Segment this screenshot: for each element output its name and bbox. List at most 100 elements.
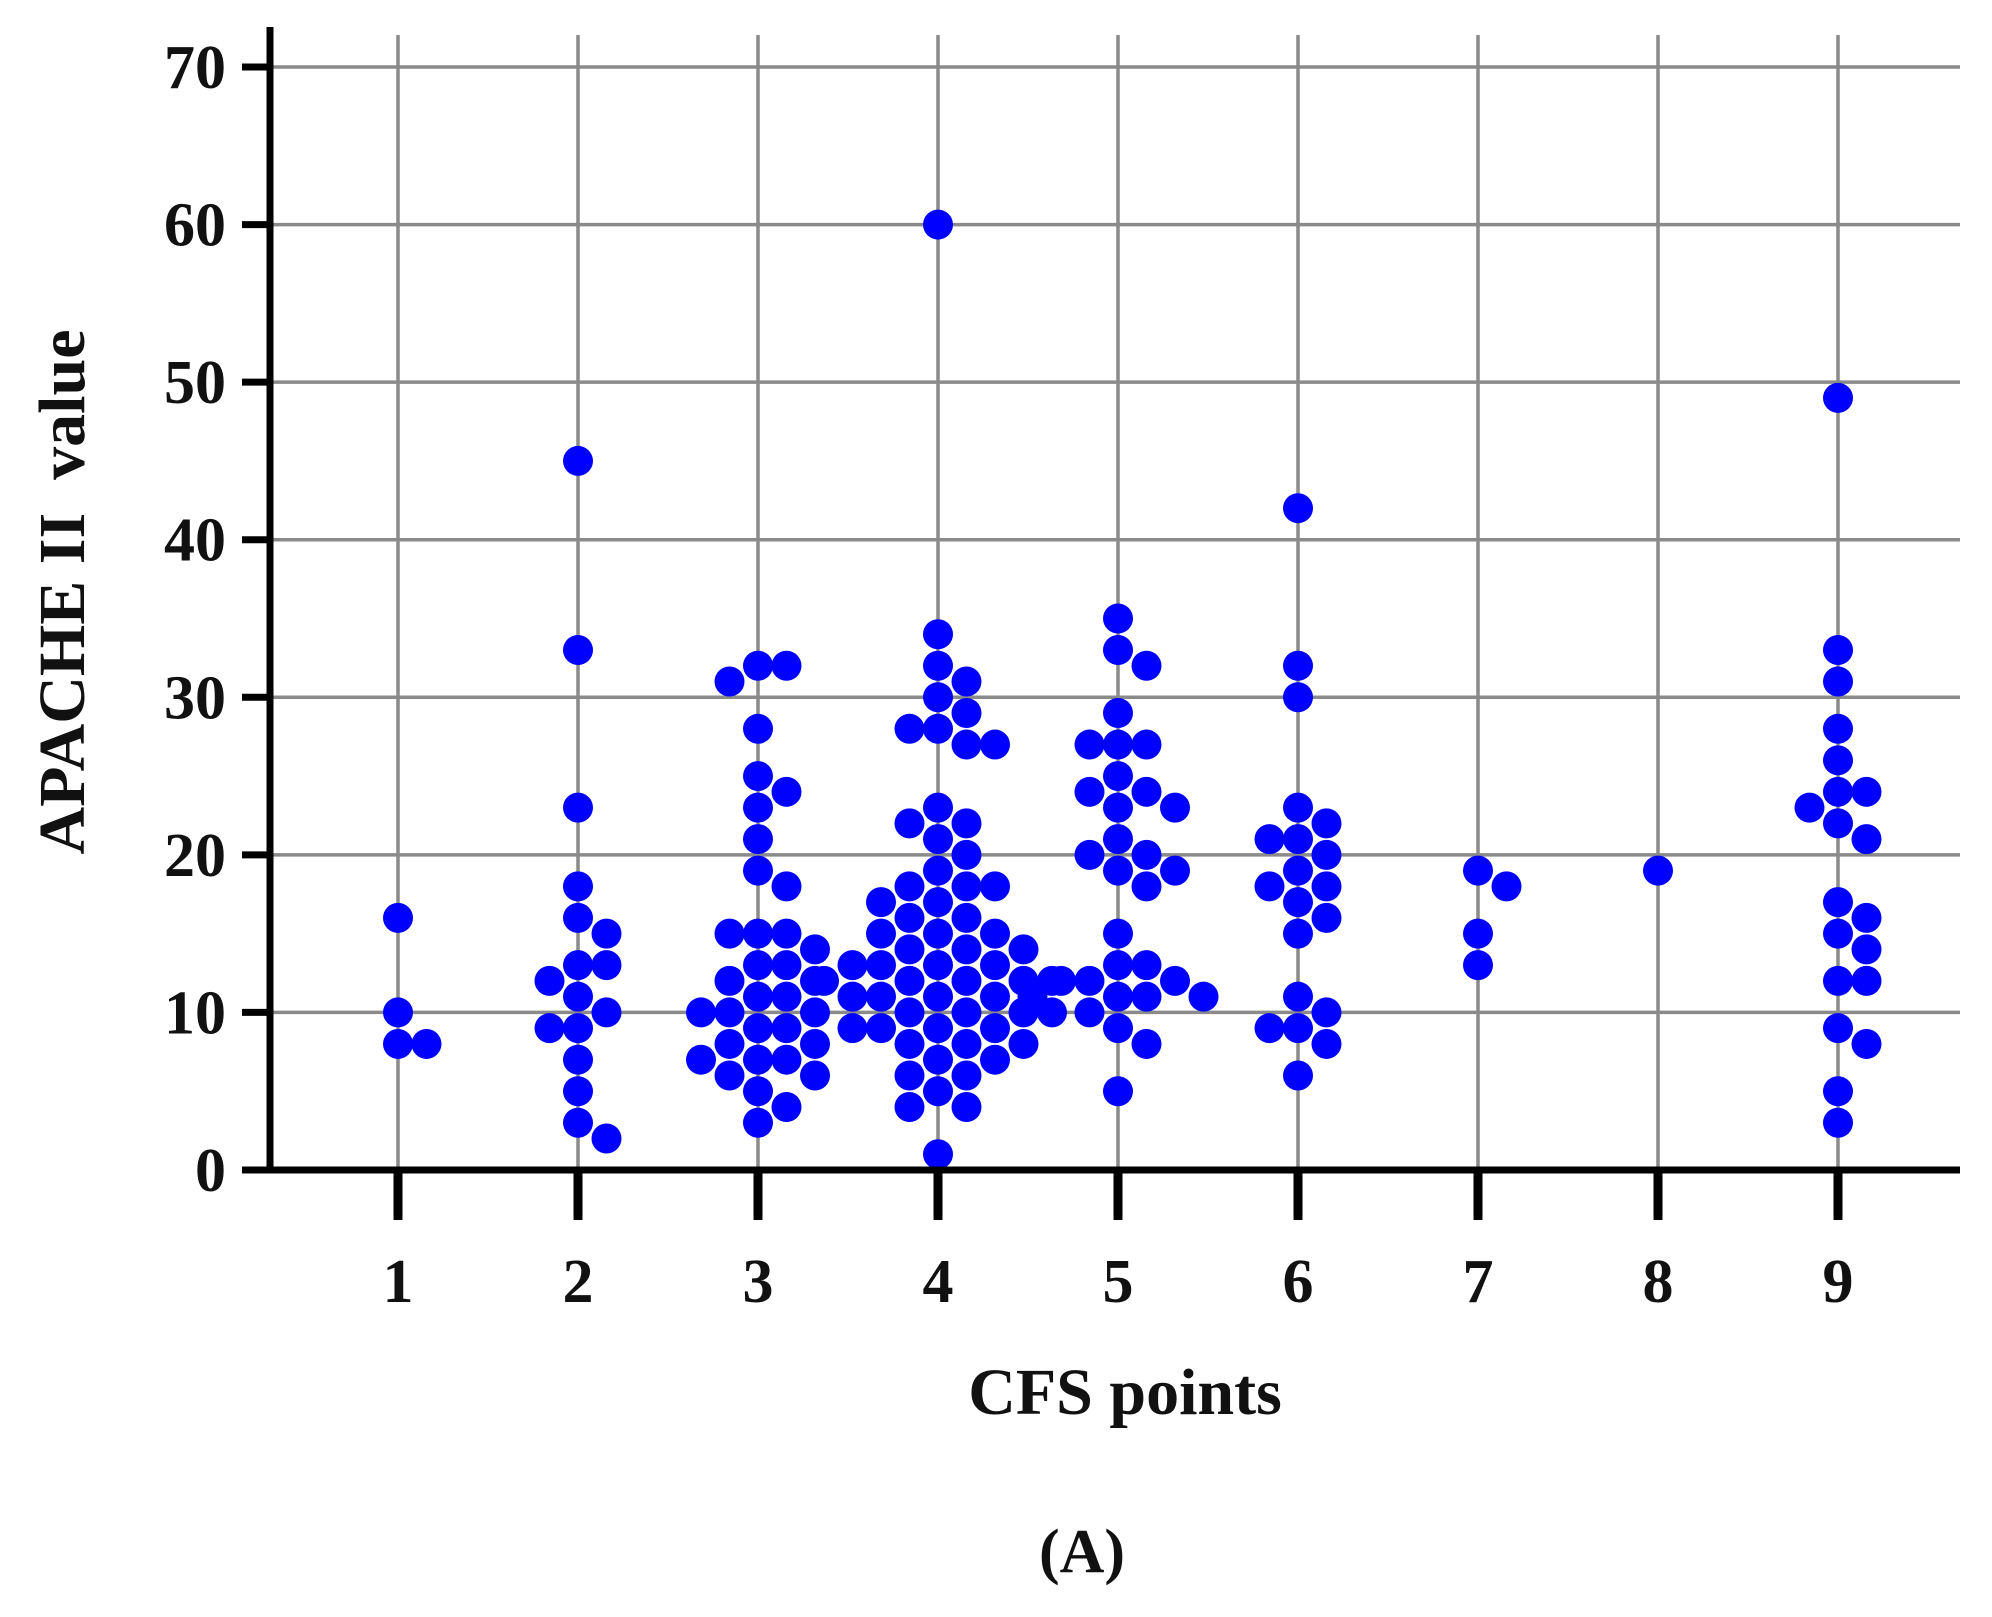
data-point-cfs2-13-7 — [591, 950, 622, 981]
data-point-cfs1-8-2 — [383, 1028, 413, 1059]
data-point-cfs5-24-9 — [1074, 776, 1105, 807]
data-point-cfs3-31-2 — [714, 666, 745, 697]
data-point-cfs4-14-27 — [894, 934, 925, 965]
data-point-cfs5-12-22 — [1160, 965, 1190, 996]
data-point-cfs3-7-28 — [771, 1044, 802, 1075]
data-point-cfs6-18-9 — [1311, 871, 1342, 902]
data-points — [383, 209, 1882, 1170]
data-point-cfs3-11-19 — [771, 981, 802, 1012]
y-tick-label-10: 10 — [164, 979, 226, 1047]
data-point-cfs3-23-6 — [743, 792, 773, 823]
data-point-cfs5-11-26 — [1188, 981, 1219, 1012]
data-point-cfs6-15-13 — [1283, 918, 1313, 949]
data-point-cfs5-32-2 — [1131, 650, 1162, 681]
data-point-cfs4-18-16 — [951, 871, 982, 902]
data-point-cfs4-7-53 — [923, 1044, 953, 1075]
data-point-cfs4-14-26 — [951, 934, 982, 965]
data-point-cfs3-6-30 — [714, 1060, 745, 1091]
data-point-cfs3-7-27 — [743, 1044, 773, 1075]
data-point-cfs5-33-1 — [1103, 635, 1133, 666]
data-point-cfs9-14-13 — [1851, 934, 1882, 965]
data-point-cfs1-8-3 — [411, 1028, 442, 1059]
data-point-cfs6-30-2 — [1283, 682, 1313, 713]
data-point-cfs9-8-17 — [1851, 1028, 1882, 1059]
data-point-cfs4-27-8 — [951, 729, 982, 760]
data-point-cfs3-7-29 — [686, 1044, 716, 1075]
data-point-cfs5-15-18 — [1103, 918, 1133, 949]
data-point-cfs4-18-18 — [980, 871, 1010, 902]
data-point-cfs3-25-4 — [743, 761, 773, 792]
data-point-cfs5-11-24 — [1103, 981, 1133, 1012]
data-point-cfs9-31-2 — [1823, 666, 1853, 697]
data-point-cfs4-16-22 — [894, 902, 925, 933]
data-point-cfs3-14-13 — [800, 934, 830, 965]
data-point-cfs3-15-10 — [743, 918, 773, 949]
data-point-cfs2-18-3 — [563, 871, 593, 902]
data-point-cfs3-11-18 — [743, 981, 773, 1012]
data-point-cfs9-23-7 — [1794, 792, 1825, 823]
data-point-cfs4-21-13 — [923, 824, 953, 855]
data-point-cfs4-13-32 — [837, 950, 868, 981]
data-point-cfs2-45-0 — [563, 445, 593, 476]
data-point-cfs4-17-20 — [866, 887, 896, 918]
data-point-cfs2-15-5 — [591, 918, 622, 949]
data-point-cfs9-12-15 — [1851, 965, 1882, 996]
data-point-cfs6-20-7 — [1311, 839, 1342, 870]
data-point-cfs6-21-6 — [1254, 824, 1285, 855]
tick-labels: 0 10 20 30 40 50 60 70 1 2 3 4 5 6 7 8 9 — [164, 34, 1854, 1316]
data-point-cfs1-16-0 — [383, 902, 413, 933]
data-point-cfs4-34-1 — [923, 619, 953, 650]
data-point-cfs7-19-0 — [1463, 855, 1493, 886]
data-point-cfs9-3-19 — [1823, 1107, 1853, 1138]
data-point-cfs4-27-9 — [980, 729, 1010, 760]
data-point-cfs4-8-50 — [951, 1028, 982, 1059]
data-point-cfs6-32-1 — [1283, 650, 1313, 681]
data-point-cfs4-20-14 — [951, 839, 982, 870]
data-point-cfs3-8-26 — [800, 1028, 830, 1059]
data-point-cfs5-27-4 — [1103, 729, 1133, 760]
data-point-cfs9-28-3 — [1823, 713, 1853, 744]
data-point-cfs4-18-17 — [894, 871, 925, 902]
data-point-cfs2-10-10 — [591, 997, 622, 1028]
data-point-cfs2-13-6 — [563, 950, 593, 981]
data-point-cfs5-12-23 — [1046, 965, 1076, 996]
data-point-cfs7-18-1 — [1491, 871, 1522, 902]
data-point-cfs3-24-5 — [771, 776, 802, 807]
data-point-cfs7-15-2 — [1463, 918, 1493, 949]
data-point-cfs4-13-29 — [923, 950, 953, 981]
data-point-cfs4-31-3 — [951, 666, 982, 697]
data-point-cfs5-27-5 — [1131, 729, 1162, 760]
data-point-cfs4-4-58 — [951, 1091, 982, 1122]
data-point-cfs3-6-31 — [800, 1060, 830, 1091]
data-point-cfs2-33-1 — [563, 635, 593, 666]
data-point-cfs4-15-23 — [923, 918, 953, 949]
data-point-cfs4-15-24 — [980, 918, 1010, 949]
data-point-cfs5-25-7 — [1103, 761, 1133, 792]
data-point-cfs6-19-8 — [1283, 855, 1313, 886]
data-point-cfs4-6-56 — [894, 1060, 925, 1091]
data-point-cfs6-9-16 — [1283, 1013, 1313, 1044]
data-point-cfs5-29-3 — [1103, 698, 1133, 729]
data-point-cfs3-10-20 — [714, 997, 745, 1028]
data-point-cfs5-9-29 — [1103, 1013, 1133, 1044]
data-point-cfs4-14-28 — [1008, 934, 1039, 965]
data-point-cfs3-12-16 — [714, 965, 745, 996]
y-axis-title: APACHE II value — [26, 330, 99, 855]
data-point-cfs4-17-19 — [923, 887, 953, 918]
x-tick-label-2: 2 — [563, 1248, 594, 1316]
data-point-cfs4-11-40 — [866, 981, 896, 1012]
data-point-cfs9-24-6 — [1851, 776, 1882, 807]
data-point-cfs9-49-0 — [1823, 382, 1853, 413]
data-point-cfs4-23-10 — [923, 792, 953, 823]
data-point-cfs3-3-34 — [743, 1107, 773, 1138]
data-point-cfs9-12-14 — [1823, 965, 1853, 996]
data-point-cfs4-10-42 — [951, 997, 982, 1028]
data-point-cfs4-6-55 — [951, 1060, 982, 1091]
data-point-cfs4-9-48 — [866, 1013, 896, 1044]
data-point-cfs6-18-10 — [1254, 871, 1285, 902]
data-point-cfs4-11-38 — [923, 981, 953, 1012]
data-point-cfs9-24-5 — [1823, 776, 1853, 807]
data-point-cfs3-32-0 — [743, 650, 773, 681]
data-point-cfs3-10-21 — [800, 997, 830, 1028]
